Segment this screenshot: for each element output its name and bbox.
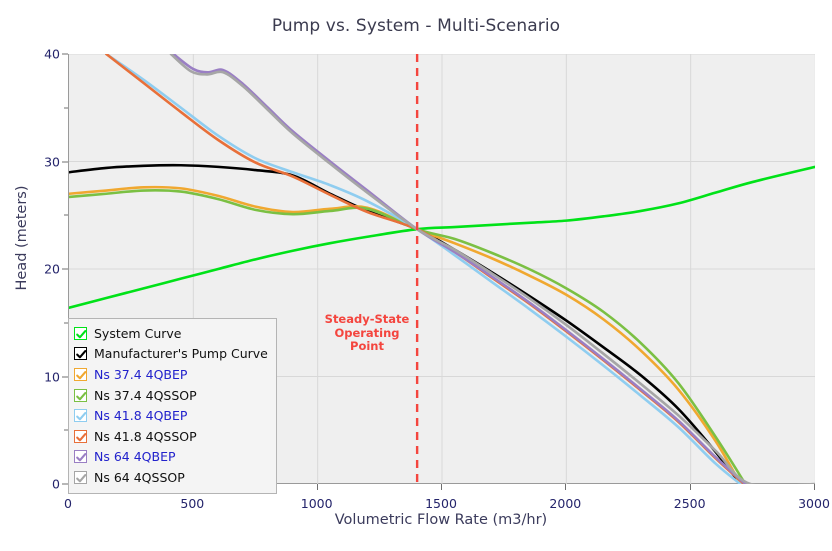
- legend-item-label: Manufacturer's Pump Curve: [94, 346, 268, 362]
- check-icon: [76, 474, 87, 483]
- y-tick-mark: [64, 107, 68, 109]
- legend-item-label: System Curve: [94, 325, 182, 341]
- x-tick-mark: [689, 484, 691, 490]
- plot-svg: [69, 54, 815, 484]
- legend-item[interactable]: Ns 64 4QSSOP: [74, 467, 268, 488]
- legend-item[interactable]: Ns 64 4QBEP: [74, 447, 268, 468]
- check-icon: [76, 453, 87, 462]
- series-line-ns-64-4qssop: [169, 54, 815, 484]
- y-tick-mark: [64, 322, 68, 324]
- check-icon: [76, 391, 87, 400]
- y-tick-mark: [62, 376, 68, 377]
- y-axis-ticks: 0 10 20 30 40: [0, 47, 68, 492]
- legend-checkbox[interactable]: [74, 409, 87, 423]
- y-tick-label: 40: [44, 46, 60, 62]
- legend-item-label: Ns 64 4QSSOP: [94, 469, 185, 485]
- y-tick-label: 30: [44, 154, 60, 169]
- check-icon: [76, 371, 87, 380]
- legend-checkbox[interactable]: [74, 470, 87, 484]
- x-tick-label: 1000: [300, 496, 333, 511]
- legend-checkbox[interactable]: [74, 367, 87, 381]
- legend-item[interactable]: Manufacturer's Pump Curve: [74, 344, 268, 365]
- legend-checkbox[interactable]: [74, 429, 87, 443]
- x-tick-mark: [565, 484, 567, 490]
- legend-item[interactable]: System Curve: [74, 323, 268, 344]
- legend-item[interactable]: Ns 41.8 4QBEP: [74, 405, 268, 426]
- check-icon: [76, 350, 87, 359]
- legend-checkbox[interactable]: [74, 450, 87, 464]
- x-tick-label: 1500: [425, 496, 457, 511]
- legend-checkbox[interactable]: [74, 388, 87, 402]
- y-tick-label: 20: [44, 261, 60, 277]
- y-tick-label: 0: [52, 476, 60, 492]
- legend-item[interactable]: Ns 37.4 4QBEP: [74, 364, 268, 385]
- legend-item-label: Ns 41.8 4QSSOP: [94, 428, 197, 444]
- annotation-line: Steady-State: [324, 312, 410, 326]
- annotation-line: Point: [350, 339, 384, 353]
- check-icon: [76, 412, 87, 421]
- y-tick-mark: [62, 161, 68, 162]
- gridlines: [69, 54, 815, 484]
- legend-item-label: Ns 37.4 4QBEP: [94, 366, 188, 382]
- legend-item-label: Ns 64 4QBEP: [94, 449, 176, 465]
- x-axis-ticks: 0 500 1000 1500 2000 2500 3000: [64, 484, 830, 511]
- legend-checkbox[interactable]: [74, 347, 87, 361]
- annotation-line: Operating: [334, 325, 400, 340]
- y-tick-mark: [64, 429, 68, 431]
- legend-item-label: Ns 37.4 4QSSOP: [94, 387, 197, 403]
- x-tick-label: 3000: [798, 496, 830, 511]
- x-tick-mark: [316, 484, 318, 490]
- legend-item[interactable]: Ns 37.4 4QSSOP: [74, 385, 268, 406]
- series-line-system-curve: [69, 165, 815, 309]
- legend-item[interactable]: Ns 41.8 4QSSOP: [74, 426, 268, 447]
- legend-checkbox[interactable]: [74, 326, 87, 340]
- x-tick-label: 2000: [549, 496, 582, 511]
- x-tick-label: 0: [64, 496, 72, 511]
- chart-legend[interactable]: System Curve Manufacturer's Pump Curve Ns …: [68, 318, 277, 494]
- y-tick-mark: [62, 268, 68, 270]
- x-axis-label: Volumetric Flow Rate (m3/hr): [334, 512, 548, 528]
- steady-state-operating-point-annotation: Steady-State Operating Point: [322, 312, 412, 354]
- y-tick-label: 10: [44, 369, 60, 384]
- x-tick-mark: [441, 484, 442, 490]
- chart-title: Pump vs. System - Multi-Scenario: [271, 16, 561, 36]
- check-icon: [76, 432, 87, 442]
- y-tick-mark: [64, 214, 68, 216]
- x-tick-label: 500: [180, 496, 205, 511]
- check-icon: [76, 329, 87, 339]
- legend-item-label: Ns 41.8 4QBEP: [94, 408, 188, 424]
- y-tick-mark: [62, 53, 68, 55]
- x-tick-mark: [814, 484, 815, 490]
- y-tick-mark: [62, 483, 68, 485]
- x-tick-label: 2500: [673, 496, 706, 511]
- y-axis-label: Head (meters): [14, 185, 30, 291]
